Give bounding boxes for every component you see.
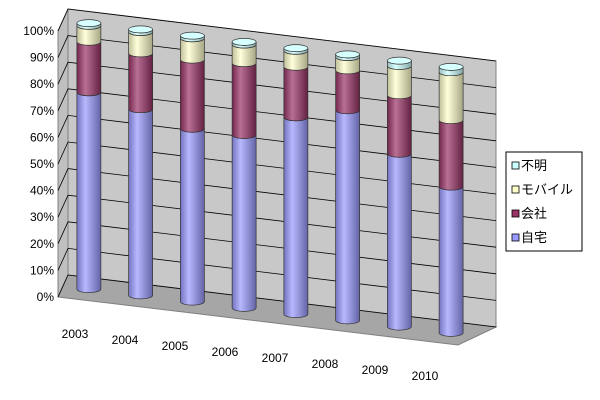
bar-segment xyxy=(231,63,257,139)
x-category-label: 2008 xyxy=(312,357,339,371)
bar-segment xyxy=(387,95,412,158)
legend-swatch xyxy=(511,209,520,218)
bars xyxy=(76,19,464,337)
legend-label: 会社 xyxy=(521,206,547,222)
bar-top xyxy=(76,19,102,27)
bar-segment xyxy=(180,128,205,306)
y-tick-label: 40% xyxy=(30,184,54,198)
legend-swatch xyxy=(511,233,520,242)
x-category-label: 2005 xyxy=(162,339,189,353)
bar-segment xyxy=(76,41,102,97)
bar-top xyxy=(283,44,309,52)
gridline xyxy=(57,8,497,62)
x-category-label: 2009 xyxy=(362,363,389,377)
bar-segment xyxy=(438,186,464,337)
y-axis-ticks: 0% 10% 20% 30% 40% 50% 60% 70% 80% 90% 100% xyxy=(23,24,54,304)
x-category-label: 2006 xyxy=(212,345,239,359)
y-tick-label: 80% xyxy=(30,77,54,91)
bar-segment xyxy=(335,70,360,115)
bar-segment xyxy=(180,59,205,133)
bar-top xyxy=(231,38,257,46)
bar-segment xyxy=(128,109,153,300)
y-tick-label: 90% xyxy=(30,51,54,65)
y-tick-label: 10% xyxy=(30,263,54,277)
y-tick-label: 0% xyxy=(37,290,55,304)
x-category-label: 2004 xyxy=(112,333,139,347)
bar-top xyxy=(128,25,153,34)
bar-segment xyxy=(335,110,360,325)
x-axis-categories: 2003 2004 2005 2006 2007 2008 2009 2010 xyxy=(62,327,439,383)
x-category-label: 2010 xyxy=(412,369,439,383)
bar-segment xyxy=(231,134,257,312)
y-tick-label: 50% xyxy=(30,157,54,171)
x-category-label: 2003 xyxy=(62,327,89,341)
bar-segment xyxy=(387,65,412,100)
bar-segment xyxy=(438,72,464,124)
bar-top xyxy=(438,63,464,71)
bar-segment xyxy=(76,92,102,293)
bar-segment xyxy=(438,119,464,191)
y-tick-label: 20% xyxy=(30,237,54,251)
bar-segment xyxy=(387,153,412,331)
chart-walls xyxy=(57,8,498,346)
legend-label: モバイル xyxy=(521,183,573,198)
legend-swatch xyxy=(511,161,520,170)
bar-top xyxy=(180,31,205,40)
x-category-label: 2007 xyxy=(262,351,289,365)
bar-top xyxy=(387,56,412,65)
y-tick-label: 100% xyxy=(23,24,54,38)
bar-top xyxy=(335,50,360,59)
y-tick-label: 30% xyxy=(30,210,54,224)
y-tick-label: 70% xyxy=(30,104,54,118)
bar-segment xyxy=(128,53,153,114)
bar-segment xyxy=(283,117,309,318)
legend-label: 自宅 xyxy=(521,231,547,246)
y-tick-label: 60% xyxy=(30,130,54,144)
bar-segment xyxy=(283,66,309,122)
legend-label: 不明 xyxy=(521,159,547,174)
legend-swatch xyxy=(511,185,520,194)
